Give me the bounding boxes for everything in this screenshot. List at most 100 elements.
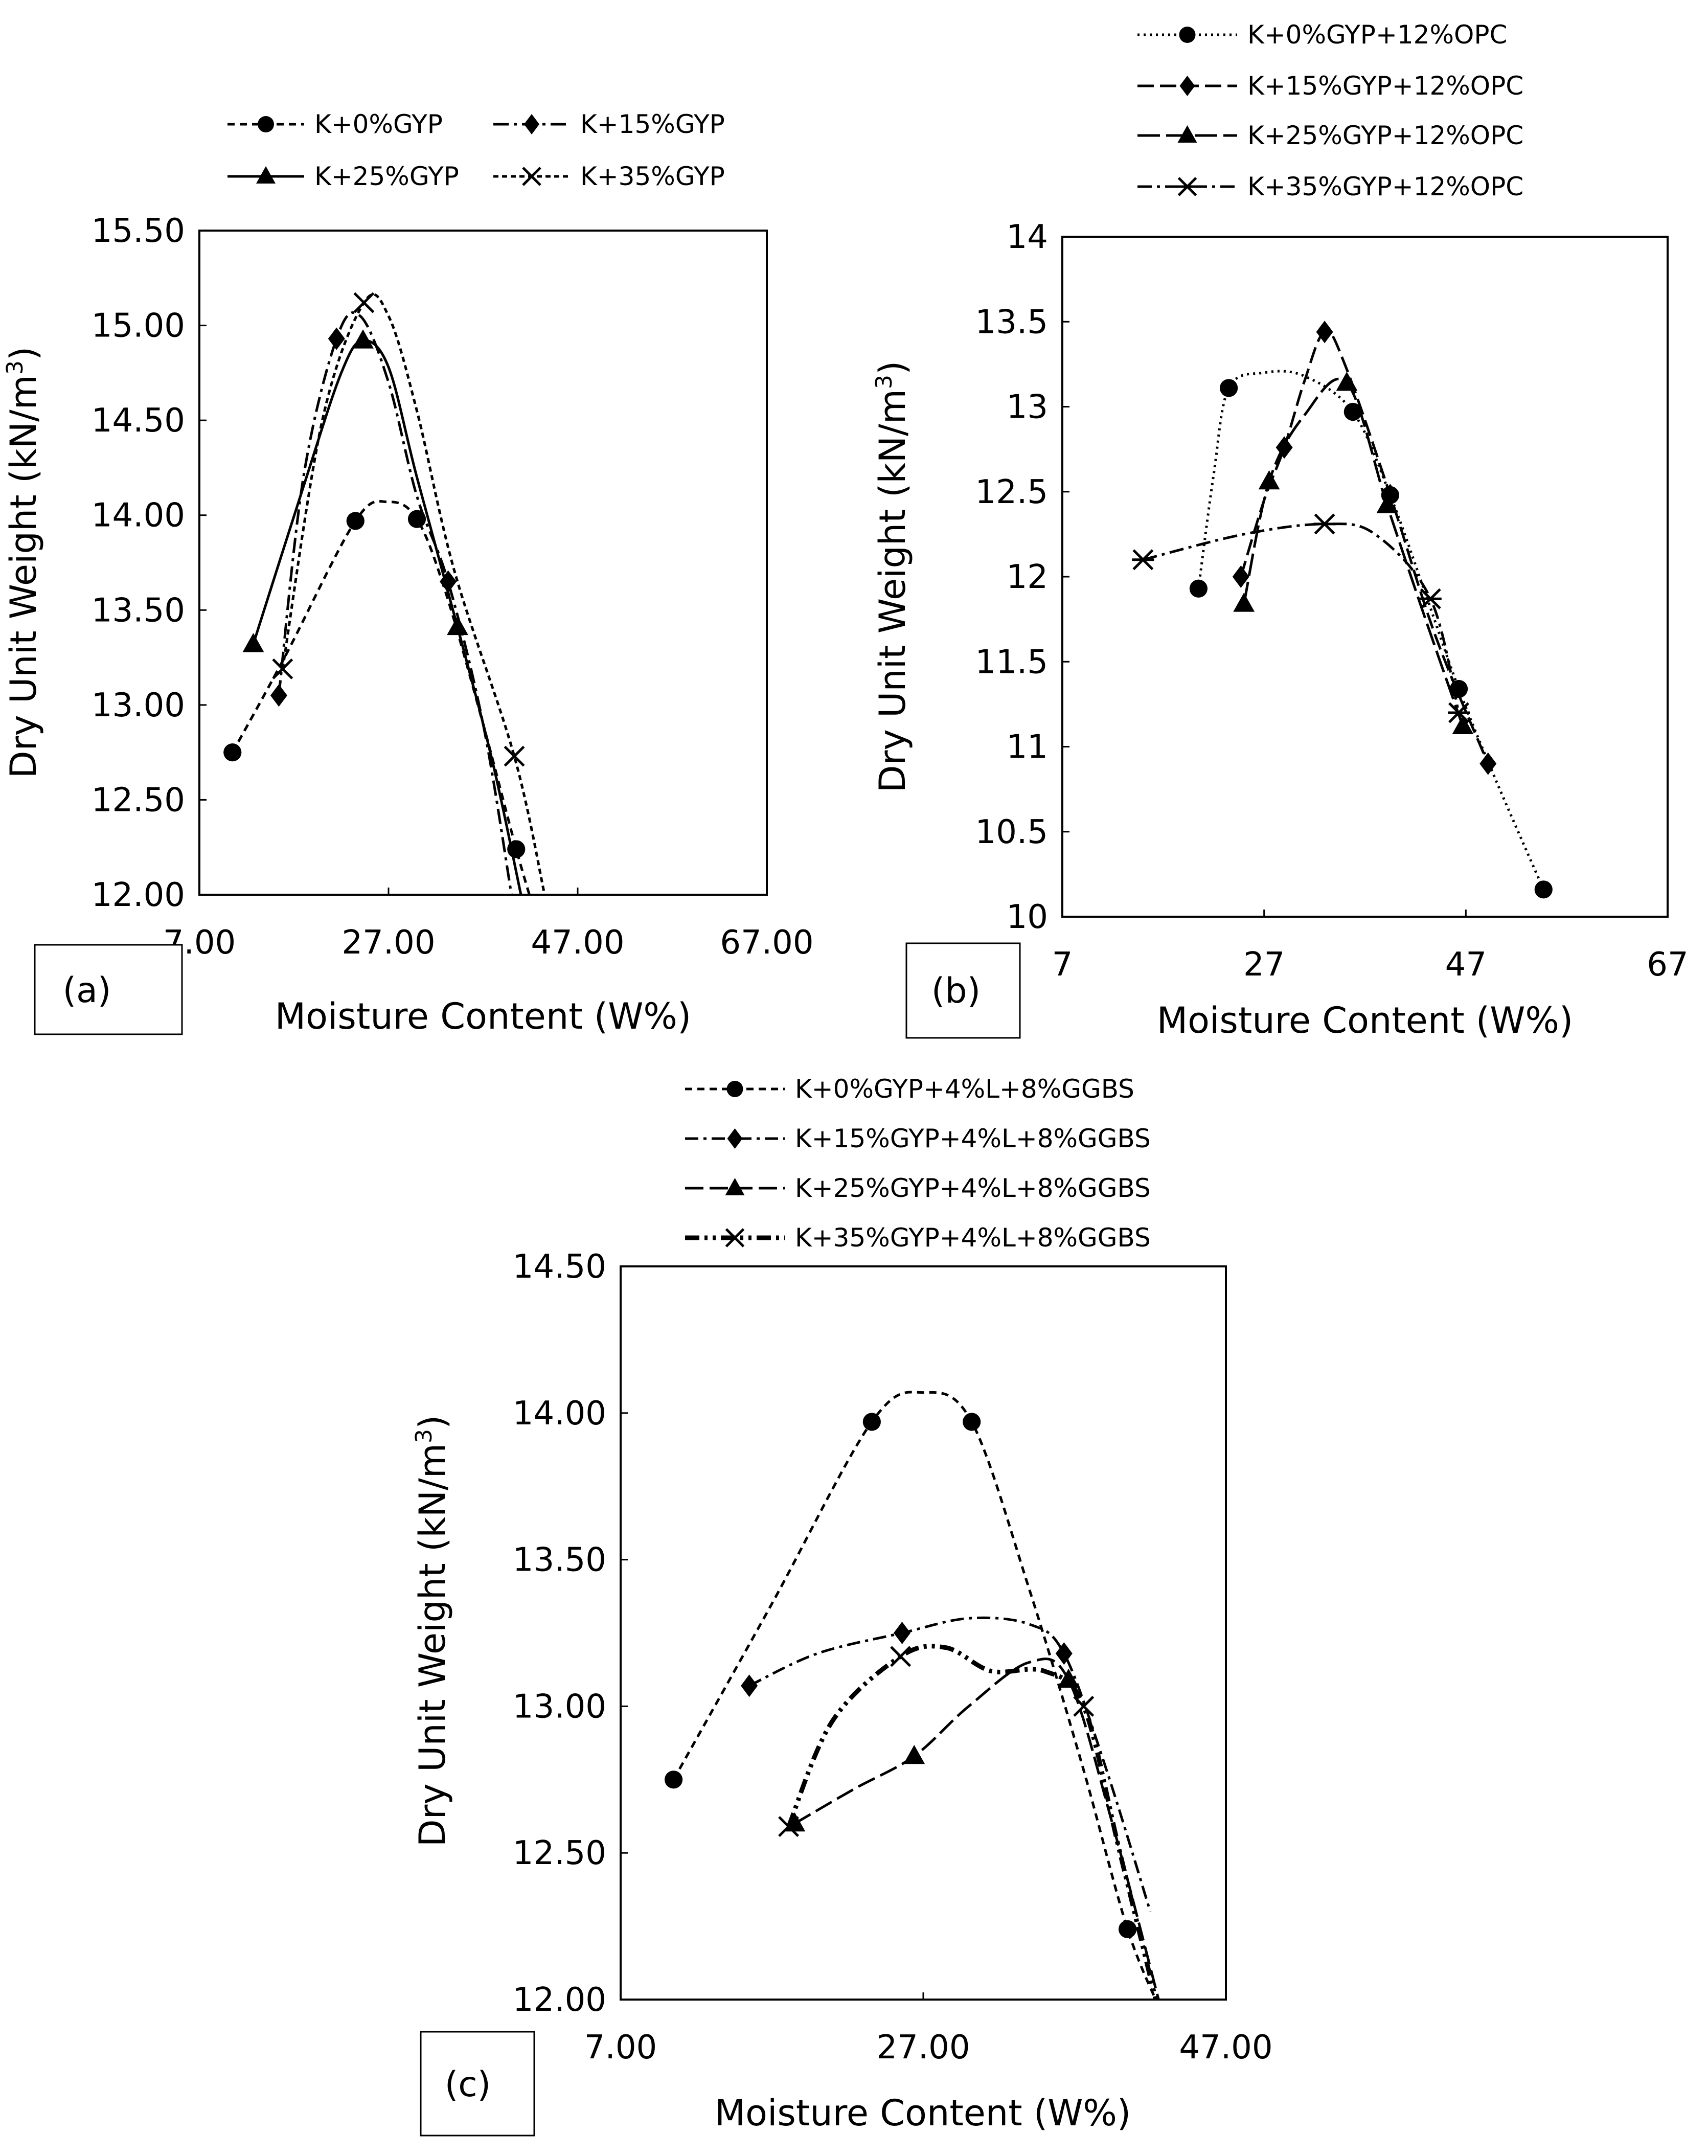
- legend-marker-triangle: [256, 166, 276, 184]
- x-tick-label: 27.00: [876, 2029, 970, 2067]
- data-point-x: [1073, 1695, 1095, 1717]
- legend-marker-x: [522, 167, 541, 186]
- y-tick-label: 13.00: [92, 687, 185, 724]
- curves-group: [1143, 330, 1545, 890]
- series-line-2: [1239, 330, 1490, 764]
- legend-marker-triangle: [725, 1178, 745, 1195]
- legend-entry: K+25%GYP+4%L+8%GGBS: [685, 1173, 1151, 1203]
- data-point-diamond: [440, 570, 457, 593]
- data-point-triangle: [1336, 371, 1358, 391]
- x-tick-label: 67.00: [720, 924, 813, 962]
- series-line-4: [281, 293, 546, 895]
- y-tick-label: 10.5: [975, 813, 1049, 851]
- y-axis-label: Dry Unit Weight (kN/m3): [411, 1415, 453, 1847]
- legend-label: K+15%GYP+12%OPC: [1247, 71, 1523, 101]
- legend-label: K+15%GYP: [580, 109, 725, 139]
- data-point-star: [1313, 513, 1336, 535]
- y-tick-label: 12.5: [975, 473, 1049, 511]
- series-line-3: [252, 339, 522, 895]
- series-line-1: [672, 1391, 1157, 2000]
- x-axis-label: Moisture Content (W%): [1157, 1000, 1574, 1041]
- plot-area-frame: [620, 1265, 1227, 2001]
- data-point-diamond: [1232, 565, 1249, 588]
- data-point-triangle: [1233, 593, 1255, 612]
- legend-label: K+25%GYP: [314, 162, 459, 191]
- x-tick-label: 7.00: [584, 2029, 657, 2067]
- legend-entry: K+35%GYP+12%OPC: [1137, 172, 1523, 201]
- y-tick-label: 14.50: [513, 1248, 606, 1286]
- y-axis-label: Dry Unit Weight (kN/m3): [2, 347, 44, 779]
- data-point-triangle: [1376, 494, 1398, 513]
- data-point-circle: [507, 840, 526, 858]
- y-tick-label: 12.50: [92, 781, 185, 819]
- data-point-circle: [346, 512, 365, 530]
- markers-group: [1132, 321, 1553, 899]
- legend-label: K+0%GYP+4%L+8%GGBS: [795, 1074, 1134, 1104]
- data-point-diamond: [894, 1622, 911, 1644]
- x-tick-label: 47.00: [531, 924, 624, 962]
- data-point-diamond: [1316, 321, 1333, 344]
- legend-marker-diamond: [524, 114, 539, 134]
- legend-marker-diamond: [1179, 76, 1195, 96]
- series-line-3: [794, 1658, 1160, 2000]
- legend-label: K+35%GYP: [580, 162, 725, 191]
- legend-entry: K+35%GYP+4%L+8%GGBS: [685, 1223, 1151, 1253]
- data-point-circle: [1449, 679, 1468, 698]
- chart-panel-a: 12.00 12.50 13.00 13.50 14.00 14.50 15.00 15.50…: [2, 109, 814, 1037]
- legend-marker-circle: [1179, 27, 1196, 43]
- data-point-star: [1419, 588, 1442, 609]
- series-line-4: [786, 1644, 1158, 2000]
- data-point-circle: [1220, 379, 1238, 397]
- legend-entry: K+0%GYP+12%OPC: [1137, 20, 1507, 50]
- data-point-triangle: [1258, 470, 1280, 490]
- chart-panel-c: 12.00 12.50 13.00 13.50 14.00 14.50 7.00 27.00 4…: [411, 1074, 1273, 2137]
- legend-label: K+0%GYP: [314, 109, 443, 139]
- legend-entry: K+35%GYP: [493, 162, 725, 191]
- x-tick-label: 67: [1647, 946, 1688, 984]
- legend-label: K+15%GYP+4%L+8%GGBS: [795, 1124, 1151, 1153]
- legend-entry: K+0%GYP+4%L+8%GGBS: [685, 1074, 1134, 1104]
- y-tick-label: 12.00: [92, 876, 185, 914]
- data-point-circle: [862, 1413, 881, 1431]
- legend-entry: K+25%GYP+12%OPC: [1137, 121, 1523, 150]
- legend-label: K+35%GYP+12%OPC: [1247, 172, 1523, 201]
- y-tick-label: 14.50: [92, 402, 185, 440]
- data-point-x: [504, 745, 525, 767]
- data-point-diamond: [270, 684, 287, 707]
- y-axis-label: Dry Unit Weight (kN/m3): [871, 361, 914, 793]
- data-point-diamond: [328, 327, 345, 350]
- legend-entry: K+0%GYP: [227, 109, 443, 139]
- data-point-star: [1132, 549, 1154, 571]
- data-point-triangle: [903, 1744, 925, 1764]
- y-tick-label: 11: [1007, 729, 1048, 766]
- data-point-diamond: [741, 1674, 758, 1697]
- data-point-x: [353, 292, 375, 313]
- data-point-circle: [223, 743, 242, 762]
- data-point-circle: [407, 510, 426, 528]
- legend-marker-x: [725, 1228, 745, 1247]
- panel-label: (b): [931, 971, 981, 1011]
- y-tick-label: 14: [1007, 218, 1048, 256]
- data-point-diamond: [1479, 752, 1497, 775]
- series-line-2: [277, 311, 513, 895]
- legend-marker-diamond: [727, 1128, 743, 1149]
- x-tick-label: 47: [1445, 946, 1487, 984]
- legend-label: K+35%GYP+4%L+8%GGBS: [795, 1223, 1151, 1253]
- legend-marker-triangle: [1177, 125, 1197, 143]
- data-point-x: [778, 1816, 800, 1837]
- legend-entry: K+15%GYP+4%L+8%GGBS: [685, 1124, 1151, 1153]
- legend-entry: K+15%GYP: [493, 109, 725, 139]
- series-line-3: [1242, 377, 1464, 727]
- curves-group: [231, 293, 546, 895]
- data-point-circle: [1343, 402, 1362, 421]
- data-point-star: [1448, 702, 1470, 723]
- legend-marker-star: [1177, 177, 1198, 196]
- x-tick-label: 7: [1052, 946, 1073, 984]
- y-tick-label: 14.00: [513, 1395, 606, 1433]
- y-tick-label: 13.50: [92, 592, 185, 629]
- data-point-x: [272, 658, 293, 679]
- panel-label-box: [420, 2031, 535, 2137]
- y-tick-label: 15.00: [92, 307, 185, 345]
- panel-label-box: [905, 942, 1021, 1039]
